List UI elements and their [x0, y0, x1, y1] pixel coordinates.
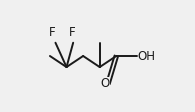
Text: OH: OH [138, 50, 156, 62]
Text: F: F [49, 26, 55, 39]
Text: F: F [69, 26, 75, 39]
Text: O: O [101, 77, 110, 90]
